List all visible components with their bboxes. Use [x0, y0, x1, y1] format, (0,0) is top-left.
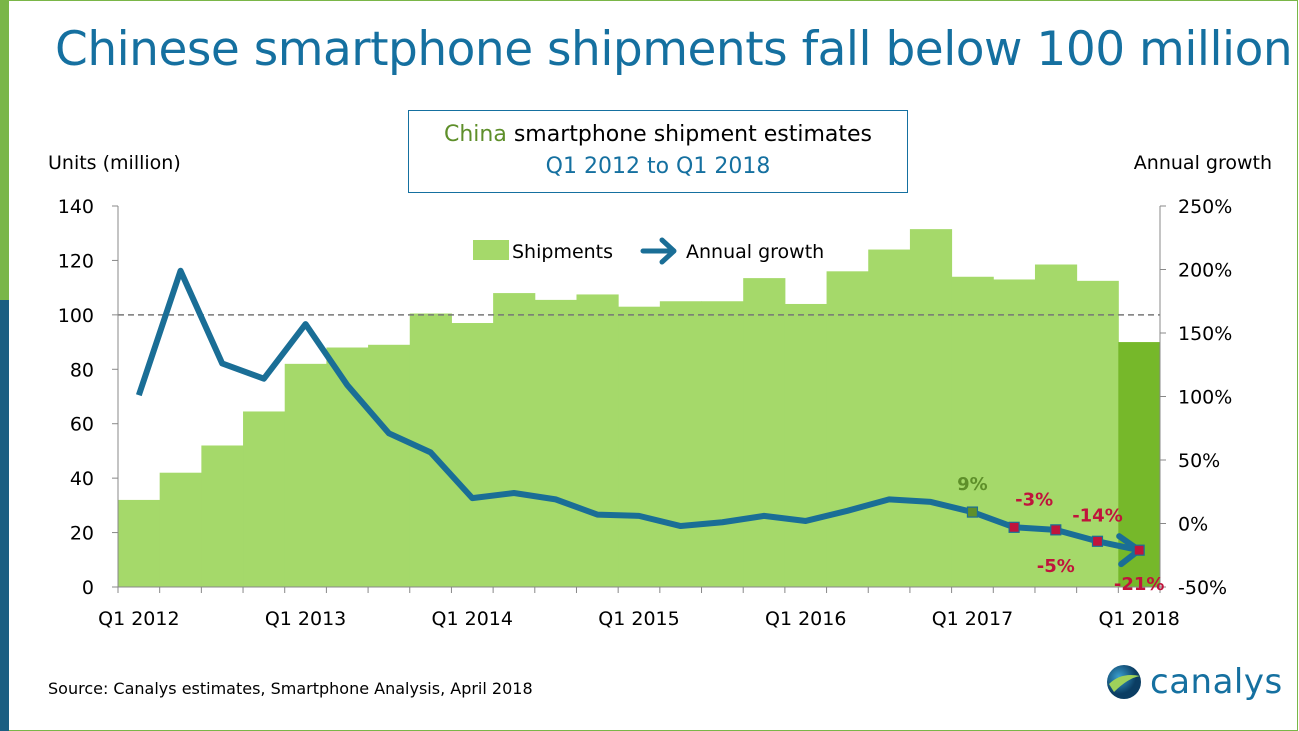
right-tick-label: -50%: [1178, 577, 1227, 599]
chart-title-line1: smartphone shipment estimates: [506, 122, 872, 147]
bar-Q3-2017: [1034, 264, 1078, 587]
bar-Q1-2016: [784, 303, 828, 587]
bar-Q2-2012: [159, 472, 202, 587]
bar-Q2-2016: [826, 271, 869, 587]
globe-icon: [1107, 665, 1141, 699]
right-tick-label: 50%: [1178, 450, 1220, 472]
left-tick-label: 20: [70, 523, 94, 545]
bar-Q2-2017: [993, 279, 1036, 587]
bar-Q3-2016: [868, 249, 911, 588]
source-note: Source: Canalys estimates, Smartphone An…: [48, 679, 533, 698]
x-tick-label: Q1 2013: [265, 608, 346, 630]
right-axis-label: Annual growth: [1133, 152, 1272, 174]
bar-Q3-2015: [701, 301, 744, 587]
bar-Q1-2014: [451, 323, 494, 587]
bar-Q4-2016: [909, 229, 953, 587]
left-tick-label: 120: [58, 250, 94, 272]
growth-marker: [1091, 535, 1104, 547]
canalys-logo: canalys: [1106, 662, 1283, 702]
growth-data-label: -21%: [1114, 574, 1165, 595]
x-tick-label: Q1 2012: [98, 608, 179, 630]
left-tick-label: 0: [82, 577, 94, 599]
legend-swatch-shipments: [473, 240, 509, 260]
right-tick-label: 150%: [1178, 323, 1232, 345]
left-tick-label: 140: [58, 196, 94, 218]
logo-text: canalys: [1150, 662, 1283, 702]
slide-title: Chinese smartphone shipments fall below …: [55, 22, 1293, 77]
x-tick-label: Q1 2016: [765, 608, 846, 630]
growth-data-label: -3%: [1015, 489, 1053, 510]
growth-marker: [1008, 521, 1020, 533]
bar-Q3-2013: [368, 344, 411, 587]
left-axis-label: Units (million): [48, 152, 181, 174]
bar-Q2-2014: [493, 293, 536, 587]
growth-marker: [966, 506, 979, 518]
legend-label-shipments: Shipments: [512, 241, 613, 263]
x-tick-label: Q1 2014: [432, 608, 513, 630]
growth-marker: [1133, 544, 1145, 556]
growth-data-label: -5%: [1037, 556, 1075, 577]
chart-subtitle: Q1 2012 to Q1 2018: [545, 154, 771, 179]
left-tick-label: 100: [58, 305, 94, 327]
growth-marker: [1050, 524, 1062, 536]
accent-strip-blue: [0, 300, 9, 731]
left-tick-label: 40: [70, 468, 94, 490]
bar-Q2-2015: [659, 301, 703, 587]
right-tick-label: 250%: [1178, 196, 1232, 218]
x-tick-label: Q1 2015: [598, 608, 679, 630]
x-tick-label: Q1 2017: [932, 608, 1013, 630]
bar-Q1-2017: [951, 276, 994, 587]
bar-Q1-2013: [284, 363, 327, 587]
legend-label-growth: Annual growth: [686, 241, 824, 263]
left-tick-label: 80: [70, 359, 94, 381]
chart-title-box: China smartphone shipment estimates Q1 2…: [408, 110, 908, 193]
bar-Q1-2015: [618, 306, 661, 587]
x-tick-label: Q1 2018: [1098, 608, 1179, 630]
bar-Q4-2012: [243, 411, 286, 587]
bar-Q1-2012: [118, 499, 161, 587]
growth-data-label: -14%: [1072, 505, 1123, 526]
right-tick-label: 200%: [1178, 260, 1232, 282]
accent-strip-green: [0, 0, 9, 300]
growth-data-label: 9%: [957, 474, 988, 495]
bar-Q3-2012: [201, 445, 244, 587]
bar-Q4-2014: [576, 294, 619, 587]
legend-arrow-icon: [640, 237, 677, 265]
bar-Q3-2014: [534, 299, 577, 587]
right-tick-label: 100%: [1178, 387, 1232, 409]
bar-Q4-2015: [743, 278, 786, 587]
chart-title-highlight: China: [443, 122, 507, 147]
left-tick-label: 60: [70, 414, 94, 436]
right-tick-label: 0%: [1178, 514, 1208, 536]
